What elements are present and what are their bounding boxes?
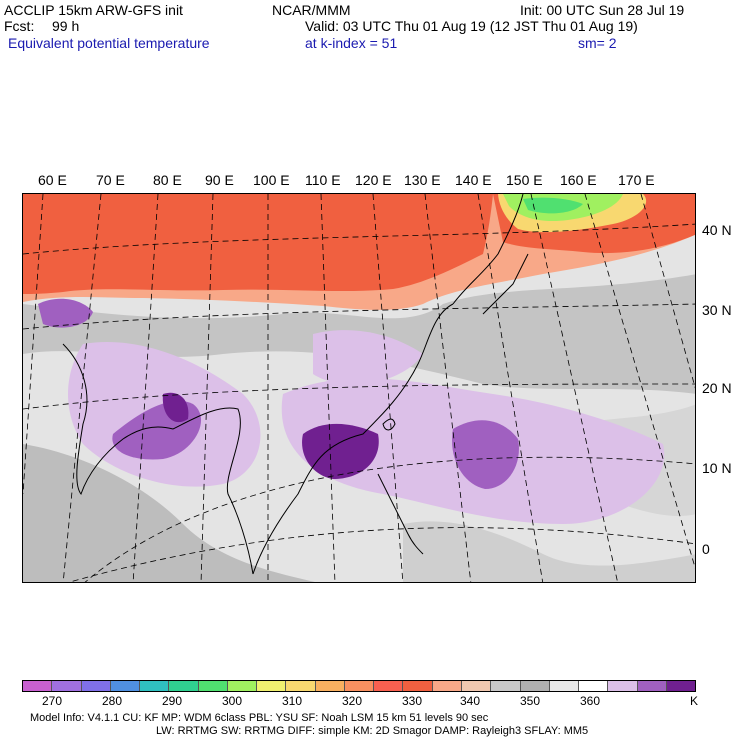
purple-core <box>452 420 519 489</box>
colorbar-tick: 360 <box>580 694 601 708</box>
lon-line <box>640 194 695 389</box>
theta-e-map <box>22 193 696 583</box>
colorbar-swatch <box>608 681 638 691</box>
colorbar-swatch <box>23 681 53 691</box>
colorbar-tick: 320 <box>342 694 363 708</box>
lat-line <box>68 527 695 582</box>
gray-patch <box>403 521 695 582</box>
colorbar-swatch <box>227 681 258 691</box>
lon-line <box>372 194 404 582</box>
colorbar <box>22 680 696 692</box>
smoothing-info: sm= 2 <box>578 35 617 51</box>
lon-label: 100 E <box>253 172 290 188</box>
colorbar-swatch <box>637 681 667 691</box>
colorbar-swatch <box>81 681 111 691</box>
colorbar-swatch <box>666 681 696 691</box>
model-info-line2: LW: RRTMG SW: RRTMG DIFF: simple KM: 2D … <box>156 725 589 737</box>
colorbar-swatch <box>52 681 82 691</box>
model-title: ACCLIP 15km ARW-GFS init <box>4 2 183 18</box>
lon-label: 130 E <box>404 172 441 188</box>
valid-time: Valid: 03 UTC Thu 01 Aug 19 (12 JST Thu … <box>305 18 638 34</box>
lon-label: 60 E <box>38 172 67 188</box>
forecast-hours: 99 h <box>52 18 80 34</box>
purple-core <box>162 392 189 423</box>
colorbar-swatch <box>140 681 170 691</box>
init-time: Init: 00 UTC Sun 28 Jul 19 <box>520 2 685 18</box>
lon-line <box>424 194 472 582</box>
colorbar-tick: 330 <box>402 694 423 708</box>
lon-label: 80 E <box>153 172 182 188</box>
lon-label: 160 E <box>560 172 597 188</box>
lat-label: 30 N <box>702 302 732 318</box>
colorbar-swatch <box>169 681 199 691</box>
colorbar-swatch <box>286 681 316 691</box>
colorbar-swatch <box>198 681 228 691</box>
colorbar-swatch <box>432 681 462 691</box>
china-coast <box>252 303 454 575</box>
lon-label: 140 E <box>455 172 492 188</box>
gray-patch <box>23 444 315 582</box>
japan-coast <box>482 253 529 315</box>
colorbar-tick: 280 <box>102 694 123 708</box>
lat-label: 40 N <box>702 222 732 238</box>
colorbar-swatch <box>579 681 609 691</box>
indochina-coast <box>172 407 254 575</box>
lon-line <box>62 194 102 582</box>
lat-label: 0 <box>702 541 710 557</box>
lon-label: 110 E <box>305 172 341 188</box>
lat-line <box>84 456 695 582</box>
colorbar-swatch <box>491 681 521 691</box>
philippines-coast <box>377 473 424 555</box>
lon-label: 120 E <box>355 172 392 188</box>
lon-line <box>530 194 618 582</box>
lon-label: 90 E <box>205 172 234 188</box>
colorbar-tick: 350 <box>520 694 541 708</box>
center-name: NCAR/MMM <box>272 2 351 18</box>
colorbar-swatch <box>315 681 345 691</box>
colorbar-unit: K <box>690 694 699 708</box>
india-coast <box>62 343 174 496</box>
coastlines <box>62 194 529 575</box>
colorbar-swatch <box>110 681 141 691</box>
colorbar-swatch <box>257 681 287 691</box>
field-name: Equivalent potential temperature <box>8 35 210 51</box>
map-canvas <box>23 194 695 582</box>
colorbar-tick: 310 <box>282 694 303 708</box>
lon-line <box>23 194 44 495</box>
lon-line <box>477 194 544 582</box>
colorbar-swatch <box>374 681 404 691</box>
purple-core <box>302 423 379 479</box>
lat-label: 20 N <box>702 380 732 396</box>
lon-line <box>320 194 336 582</box>
colorbar-tick: 340 <box>460 694 481 708</box>
colorbar-swatch <box>520 681 550 691</box>
lon-label: 170 E <box>618 172 655 188</box>
colorbar-swatch <box>549 681 580 691</box>
colorbar-swatch <box>461 681 492 691</box>
lon-line <box>584 194 695 569</box>
graticule <box>23 194 695 582</box>
lon-line <box>132 194 159 582</box>
red-band <box>23 194 493 294</box>
lon-label: 70 E <box>96 172 125 188</box>
lon-line <box>200 194 214 582</box>
purple-core <box>38 298 93 328</box>
green-core <box>523 197 583 214</box>
korea-coast <box>452 194 524 305</box>
colorbar-swatch <box>403 681 433 691</box>
light-purple-region <box>313 330 423 385</box>
colorbar-tick: 300 <box>222 694 243 708</box>
taiwan-coast <box>382 418 396 431</box>
lat-label: 10 N <box>702 460 732 476</box>
colorbar-tick: 290 <box>162 694 183 708</box>
forecast-label: Fcst: <box>4 18 35 34</box>
colorbar-swatch <box>344 681 375 691</box>
colorbar-tick: 270 <box>42 694 63 708</box>
model-info-line1: Model Info: V4.1.1 CU: KF MP: WDM 6class… <box>30 712 489 724</box>
lon-label: 150 E <box>506 172 543 188</box>
level-info: at k-index = 51 <box>305 35 398 51</box>
